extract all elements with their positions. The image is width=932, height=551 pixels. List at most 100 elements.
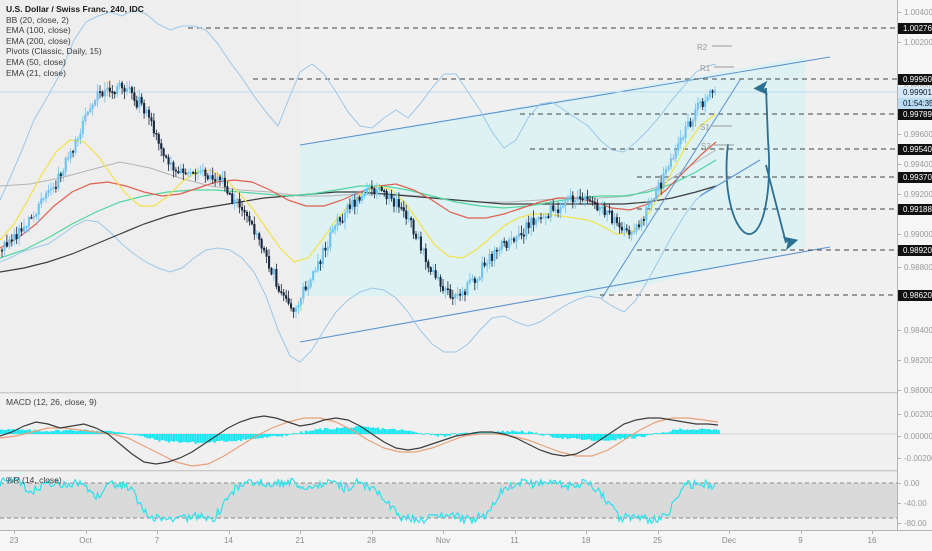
candle-body xyxy=(571,195,574,203)
candle-body xyxy=(532,217,535,225)
candle-body xyxy=(91,104,94,109)
pivot-label-s2: S2 xyxy=(701,142,711,151)
macd-hist-bar xyxy=(436,434,439,437)
price-pane[interactable]: U.S. Dollar / Swiss Franc, 240, IDC BB (… xyxy=(0,0,897,392)
candle-body xyxy=(574,199,577,203)
candle-body xyxy=(108,87,111,92)
macd-hist-bar xyxy=(324,427,327,434)
candle-body xyxy=(500,241,503,250)
candle-body xyxy=(135,100,138,108)
candle-body xyxy=(586,196,589,200)
macd-hist-bar xyxy=(626,434,629,439)
macd-hist-bar xyxy=(376,427,379,434)
macd-pane[interactable]: MACD (12, 26, close, 9) xyxy=(0,394,897,470)
candle-body xyxy=(441,286,445,291)
macd-hist-bar xyxy=(516,431,519,434)
price-level-label[interactable]: 0.98920 xyxy=(898,245,932,256)
macd-hist-bar xyxy=(295,433,298,434)
macd-hist-bar xyxy=(528,431,531,434)
macd-hist-bar xyxy=(7,428,10,434)
macd-hist-bar xyxy=(204,434,207,443)
candle-body xyxy=(106,87,109,91)
price-level-label[interactable]: 0.99370 xyxy=(898,172,932,183)
macd-hist-bar xyxy=(201,434,204,444)
macd-hist-bar xyxy=(708,429,711,434)
candle-body xyxy=(375,189,378,195)
candle-body xyxy=(8,239,11,247)
macd-hist-bar xyxy=(381,428,384,434)
macd-hist-bar xyxy=(228,434,231,441)
candle-body xyxy=(326,247,329,251)
macd-hist-bar xyxy=(28,429,31,434)
candle-body xyxy=(3,242,6,251)
candle-body xyxy=(451,297,454,299)
pivot-label-s1: S1 xyxy=(700,123,710,132)
macd-hist-bar xyxy=(362,426,365,434)
candle-body xyxy=(285,295,288,299)
candle-body xyxy=(253,223,256,235)
price-level-lines xyxy=(188,27,897,296)
candle-body xyxy=(488,253,491,264)
price-tick: 1.00400 xyxy=(898,8,932,17)
price-level-label[interactable]: 1.00276 xyxy=(898,23,932,34)
candle-body xyxy=(172,162,175,171)
macd-hist-bar xyxy=(242,434,245,440)
candle-body xyxy=(199,171,202,173)
price-level-label[interactable]: 0.99188 xyxy=(898,204,932,215)
time-tick-label: 21 xyxy=(295,536,305,545)
price-tick: 0.98200 xyxy=(898,356,932,365)
macd-hist-bar xyxy=(684,430,687,434)
macd-legend: MACD (12, 26, close, 9) xyxy=(6,397,97,407)
bar-countdown-label[interactable]: 01:54:35 xyxy=(898,98,932,109)
macd-hist-bar xyxy=(91,430,94,434)
candle-body xyxy=(361,195,364,201)
candle-body xyxy=(537,217,540,220)
candle-body xyxy=(363,194,366,197)
ascending-channel-fill xyxy=(300,57,805,296)
candle-body xyxy=(0,249,4,252)
macd-hist-bar xyxy=(117,432,120,434)
macd-hist-bar xyxy=(660,432,663,434)
candle-body xyxy=(240,207,244,211)
macd-hist-bar xyxy=(360,426,363,434)
macd-hist-bar xyxy=(379,429,382,434)
candle-body xyxy=(579,196,582,200)
candle-body xyxy=(120,82,124,89)
candle-body xyxy=(140,96,143,104)
candle-body xyxy=(569,195,572,199)
macd-hist-bar xyxy=(693,429,696,434)
percent-r-chart-svg xyxy=(0,476,897,526)
macd-hist-bar xyxy=(508,431,511,434)
percent-r-pane[interactable]: %R (14, close) xyxy=(0,472,897,530)
candle-body xyxy=(236,198,239,201)
price-tick: 0.99200 xyxy=(898,190,932,199)
price-level-label[interactable]: 0.99789 xyxy=(898,109,932,120)
time-axis[interactable]: 23 Oct 7 14 21 28 Nov 11 18 25 Dec 9 16 xyxy=(0,530,932,551)
bearish-projection-arrow xyxy=(765,164,799,251)
price-level-label[interactable]: 0.99960 xyxy=(898,74,932,85)
price-axis[interactable]: 1.004001.002000.998000.996000.994000.992… xyxy=(897,0,932,530)
macd-hist-bar xyxy=(424,433,427,434)
candle-body xyxy=(218,176,222,181)
price-level-label[interactable]: 0.99540 xyxy=(898,144,932,155)
macd-hist-bar xyxy=(36,430,39,434)
candle-body xyxy=(280,291,283,293)
candle-body xyxy=(297,305,300,308)
macd-hist-bar xyxy=(79,429,82,434)
macd-hist-bar xyxy=(148,434,151,439)
candle-body xyxy=(576,196,579,201)
candle-body xyxy=(603,206,606,216)
macd-hist-bar xyxy=(607,434,610,441)
macd-hist-bar xyxy=(225,434,228,442)
current-price-label[interactable]: 0.99901 xyxy=(898,87,932,98)
macd-hist-bar xyxy=(367,426,370,434)
macd-hist-bar xyxy=(194,434,197,444)
candle-body xyxy=(601,206,604,209)
candle-body xyxy=(275,269,278,287)
macd-hist-bar xyxy=(374,428,377,434)
candle-body xyxy=(657,182,660,191)
macd-hist-bar xyxy=(592,434,595,442)
candle-body xyxy=(498,248,501,252)
candle-body xyxy=(25,226,28,228)
price-level-label[interactable]: 0.98620 xyxy=(898,290,932,301)
